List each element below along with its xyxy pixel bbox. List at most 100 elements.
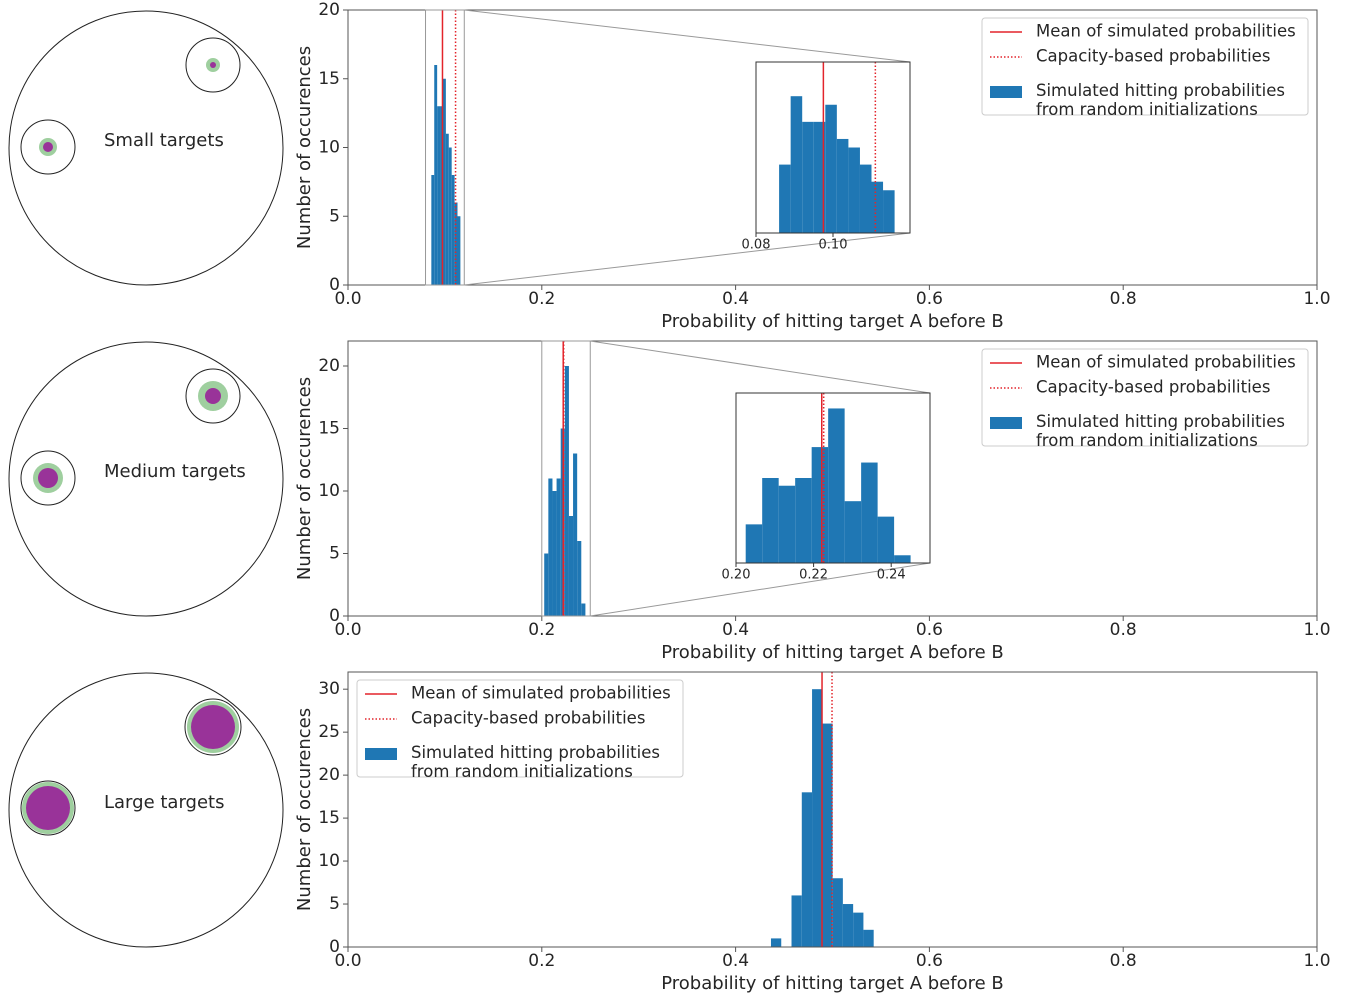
legend-label: Simulated hitting probabilities from ran… xyxy=(1036,81,1285,119)
legend-label: Capacity-based probabilities xyxy=(411,709,645,728)
legend-label-box: Simulated hitting probabilities from ran… xyxy=(411,743,660,781)
legend-label: Mean of simulated probabilities xyxy=(411,684,671,703)
target-boundary xyxy=(20,119,76,175)
target xyxy=(205,388,221,404)
target-boundary xyxy=(20,780,76,836)
legend-label: Simulated hitting probabilities from ran… xyxy=(411,743,660,781)
x-tick-label: 0.6 xyxy=(916,951,943,971)
bar xyxy=(745,524,763,563)
bar xyxy=(859,164,872,233)
zoom-connector xyxy=(590,562,931,617)
bar xyxy=(457,216,461,285)
legend-box xyxy=(981,348,1309,447)
zoom-region xyxy=(541,340,591,617)
bar xyxy=(573,453,578,616)
inset-frame xyxy=(735,392,931,564)
bar xyxy=(795,478,812,563)
x-tick-label: 0.0 xyxy=(334,289,361,309)
legend-label-box: Simulated hitting probabilities from ran… xyxy=(1036,81,1285,119)
x-tick-label: 1.0 xyxy=(1303,289,1330,309)
bar xyxy=(861,462,878,563)
x-tick-label: 0.6 xyxy=(916,289,943,309)
target xyxy=(26,786,70,830)
bar xyxy=(448,147,452,285)
bar xyxy=(577,541,582,616)
x-tick-label: 0.0 xyxy=(334,951,361,971)
bar xyxy=(894,555,911,563)
bar xyxy=(853,912,864,947)
bar xyxy=(822,723,833,947)
bar xyxy=(842,904,854,947)
zoom-region xyxy=(425,9,465,286)
bar xyxy=(451,175,455,285)
y-tick-label: 20 xyxy=(318,0,340,20)
zoom-connector xyxy=(464,9,911,63)
legend-label-box: Simulated hitting probabilities from ran… xyxy=(1036,412,1285,450)
legend-box xyxy=(356,679,684,778)
x-tick-label: 0.4 xyxy=(722,620,749,640)
bar xyxy=(828,408,845,563)
bar xyxy=(556,478,561,616)
x-tick-label: 0.8 xyxy=(1110,289,1137,309)
x-axis-label: Probability of hitting target A before B xyxy=(661,311,1004,332)
y-tick-label: 10 xyxy=(318,851,340,871)
domain-circle xyxy=(8,672,284,948)
inset-x-tick-label: 0.08 xyxy=(742,238,771,253)
x-tick-label: 1.0 xyxy=(1303,620,1330,640)
x-tick-label: 1.0 xyxy=(1303,951,1330,971)
bar xyxy=(440,106,443,285)
bar xyxy=(548,478,553,616)
bar xyxy=(832,878,843,947)
inset-x-tick-label: 0.22 xyxy=(799,568,828,583)
y-axis-label: Number of occurences xyxy=(294,708,315,911)
diagram-label: Small targets xyxy=(104,130,224,151)
bar xyxy=(564,366,569,616)
zoom-connector xyxy=(590,340,931,394)
bar xyxy=(778,485,796,563)
y-tick-label: 20 xyxy=(318,356,340,376)
y-tick-label: 5 xyxy=(329,894,340,914)
target-boundary xyxy=(185,37,241,93)
legend-box xyxy=(981,17,1309,116)
x-tick-label: 0.8 xyxy=(1110,620,1137,640)
bar xyxy=(812,689,823,947)
y-tick-label: 10 xyxy=(318,481,340,501)
x-axis-label: Probability of hitting target A before B xyxy=(661,973,1004,994)
legend-label: Simulated hitting probabilities from ran… xyxy=(1036,412,1285,450)
bar xyxy=(581,603,586,616)
x-axis-label: Probability of hitting target A before B xyxy=(661,642,1004,663)
y-tick-label: 15 xyxy=(318,419,340,439)
bar xyxy=(431,175,435,285)
y-axis-label: Number of occurences xyxy=(294,46,315,249)
diagram-label: Medium targets xyxy=(104,461,246,482)
y-tick-label: 5 xyxy=(329,206,340,226)
x-tick-label: 0.8 xyxy=(1110,951,1137,971)
bar xyxy=(770,938,782,947)
y-tick-label: 15 xyxy=(318,69,340,89)
y-tick-label: 0 xyxy=(329,606,340,626)
y-axis-label: Number of occurences xyxy=(294,377,315,580)
bar xyxy=(762,478,779,563)
diagram-label: Large targets xyxy=(104,792,224,813)
domain-circle xyxy=(8,341,284,617)
target xyxy=(191,705,235,749)
bar xyxy=(877,516,895,563)
bar xyxy=(454,202,458,285)
bar xyxy=(442,78,446,285)
inset xyxy=(779,62,895,233)
axes-frame xyxy=(347,671,1318,948)
x-tick-label: 0.4 xyxy=(722,289,749,309)
x-tick-label: 0.2 xyxy=(528,289,555,309)
bar xyxy=(813,121,826,233)
bar xyxy=(552,491,557,616)
inset-x-tick-label: 0.24 xyxy=(877,568,906,583)
y-tick-label: 5 xyxy=(329,544,340,564)
legend-label: Capacity-based probabilities xyxy=(1036,378,1270,397)
inset xyxy=(745,393,911,563)
inset-x-tick-label: 0.20 xyxy=(722,568,751,583)
target xyxy=(210,62,216,68)
bar xyxy=(445,133,449,285)
legend-patch xyxy=(365,748,397,760)
bar xyxy=(790,96,803,233)
